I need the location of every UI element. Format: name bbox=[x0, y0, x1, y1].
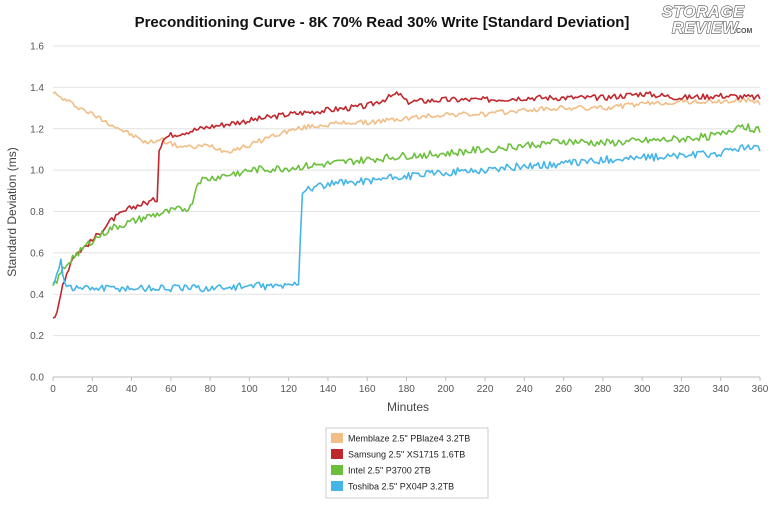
x-tick-label: 200 bbox=[437, 384, 454, 395]
legend-box bbox=[325, 427, 489, 499]
gridlines bbox=[53, 45, 760, 378]
x-tick-label: 120 bbox=[280, 384, 297, 395]
x-tick-label: 340 bbox=[712, 384, 729, 395]
x-tick-label: 160 bbox=[359, 384, 376, 395]
y-tick-label: 1.0 bbox=[30, 166, 44, 177]
series-line bbox=[52, 91, 761, 154]
y-axis-ticks: 0.0 0.2 0.4 0.6 0.8 1.0 1.2 1.4 1.6 bbox=[30, 42, 44, 384]
x-tick-label: 0 bbox=[50, 384, 56, 395]
x-tick-label: 240 bbox=[516, 384, 533, 395]
y-tick-label: 0.0 bbox=[30, 373, 44, 384]
legend: Memblaze 2.5" PBlaze4 3.2TB Samsung 2.5" … bbox=[325, 427, 489, 499]
x-axis-label: Minutes bbox=[387, 400, 429, 414]
data-series bbox=[52, 91, 761, 319]
x-tick-label: 60 bbox=[165, 384, 177, 395]
y-tick-label: 1.4 bbox=[30, 83, 44, 94]
site-logo: STORAGE REVIEW .COM bbox=[661, 3, 752, 37]
y-tick-label: 1.6 bbox=[30, 42, 44, 53]
x-tick-label: 40 bbox=[126, 384, 138, 395]
legend-label: Intel 2.5" P3700 2TB bbox=[348, 466, 431, 476]
y-tick-label: 0.2 bbox=[30, 331, 44, 342]
y-tick-label: 1.2 bbox=[30, 124, 44, 135]
x-tick-label: 140 bbox=[320, 384, 337, 395]
legend-label: Toshiba 2.5" PX04P 3.2TB bbox=[348, 482, 454, 492]
x-tick-label: 320 bbox=[673, 384, 690, 395]
x-tick-label: 280 bbox=[595, 384, 612, 395]
logo-text-line1: STORAGE bbox=[662, 4, 745, 21]
y-tick-label: 0.6 bbox=[30, 248, 44, 259]
x-tick-label: 180 bbox=[398, 384, 415, 395]
x-tick-label: 300 bbox=[634, 384, 651, 395]
chart-title: Preconditioning Curve - 8K 70% Read 30% … bbox=[135, 14, 630, 31]
series-line bbox=[52, 123, 761, 287]
legend-swatch bbox=[331, 481, 343, 491]
x-tick-label: 260 bbox=[555, 384, 572, 395]
legend-items: Memblaze 2.5" PBlaze4 3.2TB Samsung 2.5" … bbox=[331, 433, 470, 492]
legend-swatch bbox=[331, 465, 343, 475]
x-tick-label: 20 bbox=[87, 384, 99, 395]
logo-text-suffix: .COM bbox=[734, 28, 752, 35]
legend-swatch bbox=[331, 449, 343, 459]
x-tick-label: 220 bbox=[477, 384, 494, 395]
legend-swatch bbox=[331, 433, 343, 443]
y-axis-label: Standard Deviation (ms) bbox=[5, 147, 19, 276]
logo-text-line2: REVIEW bbox=[672, 20, 740, 37]
y-tick-label: 0.4 bbox=[30, 290, 44, 301]
x-tick-label: 100 bbox=[241, 384, 258, 395]
legend-label: Memblaze 2.5" PBlaze4 3.2TB bbox=[348, 434, 470, 444]
x-tick-label: 80 bbox=[205, 384, 217, 395]
series-line bbox=[52, 144, 761, 293]
x-tick-label: 360 bbox=[752, 384, 769, 395]
y-tick-label: 0.8 bbox=[30, 207, 44, 218]
legend-label: Samsung 2.5" XS1715 1.6TB bbox=[348, 450, 465, 460]
series-line bbox=[52, 91, 761, 319]
x-axis-ticks: 0 20 40 60 80 100 120 140 160 180 200 220 240 260 280 3… bbox=[50, 376, 769, 395]
